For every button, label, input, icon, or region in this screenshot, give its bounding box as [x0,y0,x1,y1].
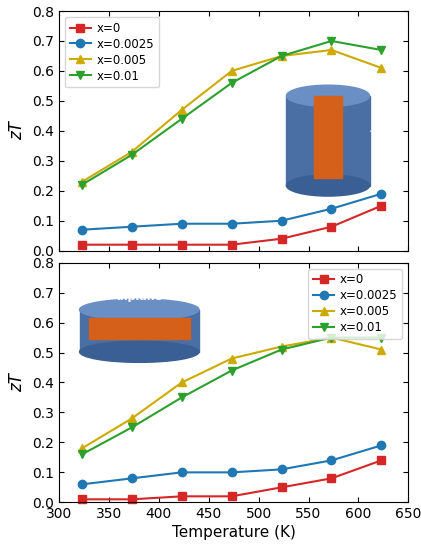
x=0.01 [379,335,384,341]
x=0.01 [179,394,184,401]
x=0 [279,235,284,242]
x=0.005 [229,68,234,75]
x=0 [129,496,134,503]
x=0.0025 [129,475,134,482]
x=0 [379,457,384,464]
x=0 [129,241,134,248]
x=0.005 [179,379,184,386]
x=0 [179,241,184,248]
x=0.0025 [379,442,384,449]
x=0.005 [329,47,334,54]
x=0.0025 [179,220,184,227]
x=0.005 [379,346,384,353]
x=0.01 [80,451,85,458]
Line: x=0: x=0 [78,201,386,249]
x=0.01 [129,424,134,431]
x=0.005 [329,335,334,341]
x=0.0025 [279,466,284,473]
x=0.01 [279,52,284,59]
x=0.0025 [80,481,85,487]
Line: x=0.005: x=0.005 [78,333,386,453]
x=0.005 [229,355,234,362]
x=0 [229,241,234,248]
x=0.0025 [329,205,334,212]
x=0.0025 [179,469,184,476]
Y-axis label: zT: zT [8,373,27,392]
Line: x=0.005: x=0.005 [78,46,386,186]
x=0.01 [329,335,334,341]
x=0.0025 [379,190,384,197]
x=0.0025 [129,224,134,230]
X-axis label: Temperature (K): Temperature (K) [172,526,296,540]
Line: x=0.0025: x=0.0025 [78,441,386,489]
x=0.0025 [229,469,234,476]
x=0.005 [179,107,184,113]
x=0.005 [129,148,134,155]
x=0.01 [329,38,334,44]
x=0.0025 [329,457,334,464]
x=0 [80,241,85,248]
Line: x=0.01: x=0.01 [78,333,386,459]
x=0.005 [80,445,85,452]
Legend: x=0, x=0.0025, x=0.005, x=0.01: x=0, x=0.0025, x=0.005, x=0.01 [308,269,402,339]
Line: x=0.01: x=0.01 [78,37,386,189]
x=0 [329,224,334,230]
x=0.005 [279,52,284,59]
Y-axis label: zT: zT [8,121,27,140]
x=0.01 [229,79,234,86]
x=0 [379,203,384,209]
x=0 [179,493,184,500]
x=0.01 [229,367,234,374]
x=0 [279,484,284,491]
x=0.005 [379,65,384,71]
x=0 [229,493,234,500]
x=0 [329,475,334,482]
x=0.005 [279,343,284,350]
x=0.01 [379,47,384,54]
Legend: x=0, x=0.0025, x=0.005, x=0.01: x=0, x=0.0025, x=0.005, x=0.01 [65,17,159,87]
x=0.0025 [279,217,284,224]
x=0.01 [80,182,85,188]
x=0 [80,496,85,503]
Line: x=0.0025: x=0.0025 [78,189,386,234]
x=0.01 [129,151,134,158]
x=0.01 [279,346,284,353]
x=0.0025 [229,220,234,227]
x=0.005 [129,415,134,422]
x=0.01 [179,115,184,122]
Line: x=0: x=0 [78,456,386,503]
x=0.0025 [80,226,85,233]
x=0.005 [80,178,85,185]
